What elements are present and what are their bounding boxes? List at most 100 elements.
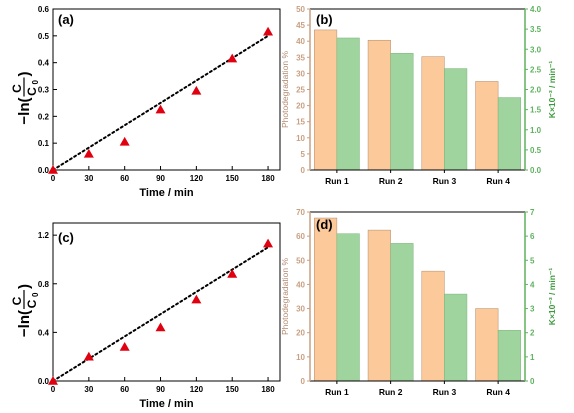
left-axis-label: Photodegradation %: [280, 51, 290, 128]
panel-label: (b): [316, 12, 333, 27]
panel-c-scatter-chart: 0 30 60 90 120 150 180 0.0 0.4 0.8 1.2 Time / min −l…: [10, 222, 281, 410]
rate-constant-bar: [390, 243, 414, 382]
y-tick-label: 0.5: [38, 32, 50, 41]
y-label-prefix: −ln(: [16, 310, 33, 337]
y-label-denominator: C: [25, 299, 39, 308]
data-point-marker: [119, 341, 130, 351]
rate-constant-bar: [336, 37, 360, 171]
category-label: Run 1: [325, 387, 349, 397]
y-tick-label: 0.8: [38, 280, 50, 289]
category-label: Run 3: [433, 176, 457, 186]
panel-b-bar-chart: Run 1 Run 2 Run 3 Run 4 0 5 10 15 20 25 30 35 40 45 50…: [280, 5, 557, 186]
right-tick-label: 4.0: [530, 5, 542, 14]
y-axis-label: −ln( C C 0): [10, 284, 40, 337]
y-tick-label: 0.0: [38, 377, 50, 386]
y-label-suffix: ): [16, 72, 33, 77]
data-point-marker: [48, 165, 58, 174]
rate-constant-bar: [444, 68, 468, 171]
y-label-numerator: C: [10, 296, 24, 305]
left-tick-label: 0: [301, 377, 306, 386]
right-tick-label: 4: [530, 280, 535, 289]
y-tick-label: 0.2: [38, 112, 50, 121]
x-tick-label: 120: [190, 385, 204, 394]
left-tick-label: 25: [296, 86, 305, 95]
left-tick-label: 20: [296, 102, 305, 111]
left-tick-label: 5: [301, 150, 306, 159]
x-tick-label: 120: [190, 174, 204, 183]
photodegradation-bar: [421, 56, 445, 171]
y-label-subscript: 0: [31, 292, 40, 297]
x-tick-label: 30: [84, 174, 93, 183]
photodegradation-bar: [314, 29, 338, 171]
data-point-marker: [263, 238, 274, 248]
data-point-marker: [48, 376, 58, 385]
left-tick-label: 0: [301, 166, 306, 175]
rate-constant-bar: [336, 233, 360, 382]
right-tick-label: 7: [530, 208, 535, 217]
data-point-marker: [83, 351, 94, 361]
x-tick-label: 0: [51, 385, 56, 394]
right-tick-label: 2.5: [530, 65, 542, 74]
x-tick-label: 60: [120, 174, 129, 183]
photodegradation-bar: [367, 229, 391, 382]
x-tick-label: 30: [84, 385, 93, 394]
x-tick-label: 90: [156, 385, 165, 394]
panel-label: (d): [316, 217, 333, 232]
right-tick-label: 0.5: [530, 146, 542, 155]
y-label-numerator: C: [10, 84, 24, 93]
category-label: Run 4: [486, 387, 510, 397]
panel-label: (a): [58, 12, 74, 27]
right-tick-label: 1.0: [530, 126, 542, 135]
left-tick-label: 70: [296, 208, 305, 217]
data-point-marker: [155, 104, 166, 114]
right-tick-label: 3.0: [530, 45, 542, 54]
left-tick-label: 40: [296, 37, 305, 46]
left-tick-label: 40: [296, 280, 305, 289]
panel-a-scatter-chart: 0 30 60 90 120 150 180 0.0 0.1 0.2 0.3 0.4 0.5 0.6 Tim…: [10, 5, 281, 199]
data-point-marker: [227, 53, 238, 63]
category-label: Run 2: [379, 176, 403, 186]
left-tick-label: 45: [296, 21, 305, 30]
right-tick-label: 1: [530, 353, 535, 362]
y-tick-label: 0.0: [38, 166, 50, 175]
rate-constant-bar: [444, 293, 468, 382]
y-label-subscript: 0: [31, 80, 40, 85]
left-tick-label: 10: [296, 134, 305, 143]
linear-fit-line: [52, 246, 270, 382]
rate-constant-bar: [497, 97, 521, 171]
photodegradation-bar: [475, 81, 499, 171]
x-tick-label: 0: [51, 174, 56, 183]
panel-label: (c): [58, 230, 74, 245]
photodegradation-bar: [367, 39, 391, 171]
x-tick-label: 150: [226, 385, 240, 394]
x-tick-label: 180: [261, 385, 275, 394]
linear-fit-line: [52, 34, 270, 171]
y-tick-label: 0.1: [38, 139, 50, 148]
data-point-marker: [119, 136, 130, 146]
right-tick-label: 0: [530, 377, 535, 386]
x-tick-label: 180: [261, 174, 275, 183]
x-tick-label: 60: [120, 385, 129, 394]
y-label-denominator: C: [25, 87, 39, 96]
x-tick-label: 150: [226, 174, 240, 183]
right-axis-label: K×10⁻³ / min⁻¹: [547, 268, 557, 326]
right-tick-label: 5: [530, 256, 535, 265]
left-tick-label: 20: [296, 329, 305, 338]
data-point-marker: [155, 322, 166, 332]
data-point-marker: [83, 148, 94, 158]
y-label-suffix: ): [16, 284, 33, 289]
left-tick-label: 10: [296, 353, 305, 362]
photodegradation-bar: [421, 270, 445, 382]
rate-constant-bar: [497, 330, 521, 382]
category-label: Run 2: [379, 387, 403, 397]
left-tick-label: 50: [296, 256, 305, 265]
data-point-marker: [191, 294, 202, 304]
plot-frame: [52, 222, 281, 382]
x-axis-label: Time / min: [139, 187, 193, 199]
left-tick-label: 35: [296, 53, 305, 62]
category-label: Run 3: [433, 387, 457, 397]
photodegradation-bar: [475, 308, 499, 382]
data-point-marker: [227, 269, 238, 278]
y-tick-label: 0.4: [38, 328, 50, 337]
right-tick-label: 2.0: [530, 86, 542, 95]
